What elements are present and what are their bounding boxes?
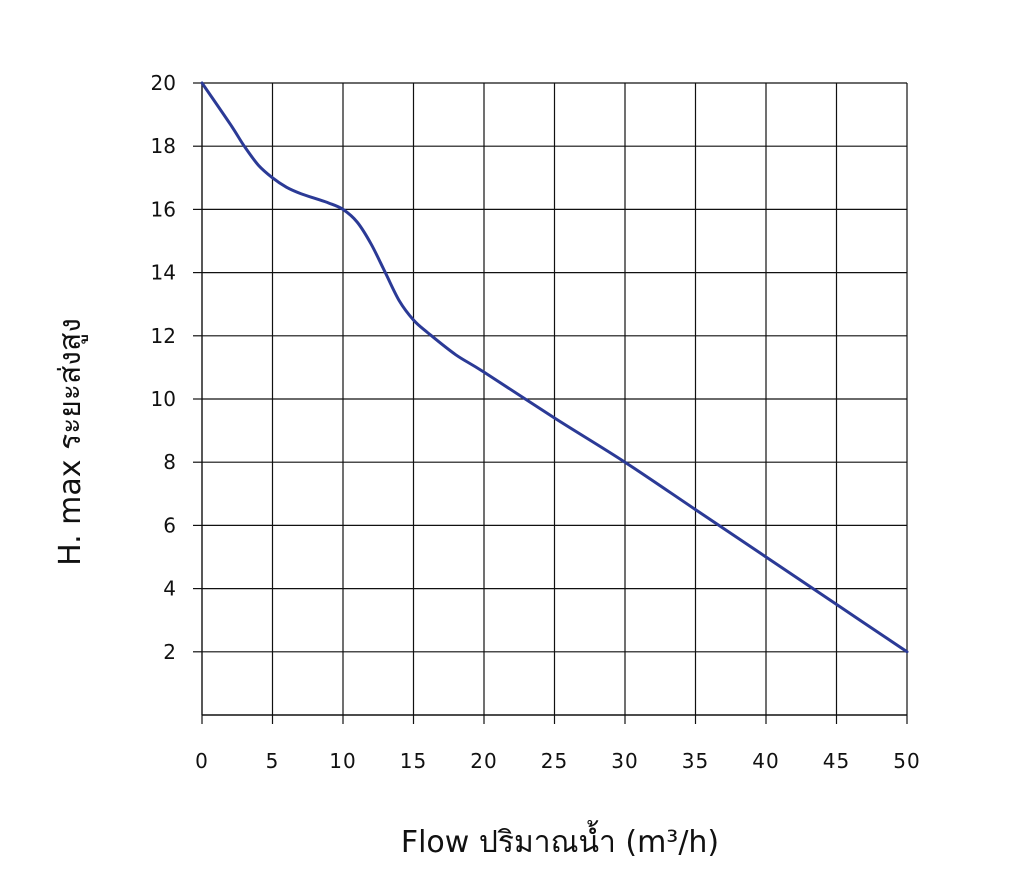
axes [193, 82, 908, 724]
series-line [200, 81, 909, 654]
y-tick-label: 6 [163, 513, 176, 537]
x-tick-label: 15 [400, 749, 427, 773]
x-tick-label: 25 [541, 749, 568, 773]
y-tick-label: 10 [151, 387, 176, 411]
grid-lines [202, 82, 908, 715]
x-tick-label: 5 [266, 749, 280, 773]
y-tick-label: 14 [151, 261, 176, 285]
x-tick-label: 40 [752, 749, 779, 773]
x-tick-label: 30 [611, 749, 638, 773]
x-tick-label: 35 [682, 749, 709, 773]
y-tick-label: 8 [163, 450, 176, 474]
x-tick-label: 10 [329, 749, 356, 773]
x-axis-title: Flow ปริมาณน้ำ (m³/h) [401, 820, 719, 860]
y-tick-label: 4 [163, 577, 176, 601]
series-layer [200, 81, 909, 654]
y-tick-label: 2 [163, 640, 176, 664]
y-tick-label: 18 [151, 134, 176, 158]
x-tick-label: 50 [893, 749, 920, 773]
y-tick-label: 20 [151, 71, 176, 95]
x-tick-label: 0 [195, 749, 209, 773]
x-tick-label: 20 [470, 749, 497, 773]
y-axis-title: H. max ระยะส่งสูง [53, 318, 88, 566]
tick-labels: 0 5 10 15 20 25 30 35 40 45 50 2 4 6 8 10 12 14 16 18 20 [151, 71, 920, 773]
x-tick-label: 45 [823, 749, 850, 773]
y-tick-label: 12 [151, 324, 176, 348]
y-tick-label: 16 [151, 197, 176, 221]
